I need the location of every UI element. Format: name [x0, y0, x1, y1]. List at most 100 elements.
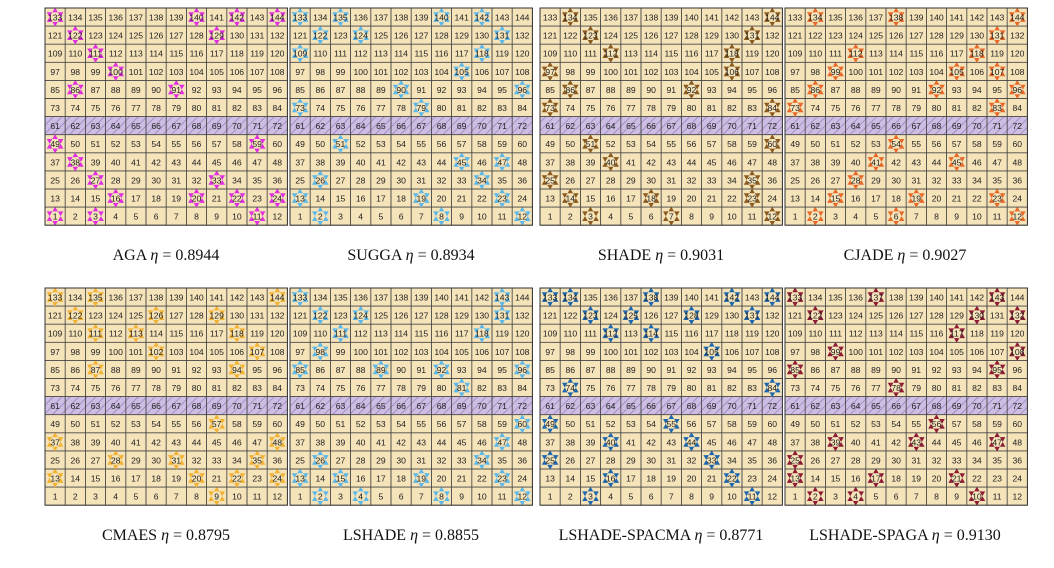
- cell-number: 118: [475, 329, 489, 339]
- cell-number: 62: [316, 121, 326, 131]
- star-marker: [562, 188, 579, 208]
- cell-number: 37: [545, 437, 555, 447]
- star-marker: [514, 414, 531, 434]
- cell-number: 58: [972, 419, 982, 429]
- cell-number: 82: [972, 103, 982, 113]
- cell-number: 113: [624, 49, 638, 59]
- cell-number: 108: [1010, 347, 1025, 357]
- cell-number: 56: [192, 419, 202, 429]
- cell-number: 37: [50, 437, 60, 447]
- cell-number: 105: [705, 347, 720, 357]
- cell-number: 142: [725, 292, 740, 302]
- cell-number: 7: [174, 212, 179, 222]
- cell-number: 115: [169, 329, 183, 339]
- cell-number: 58: [232, 419, 242, 429]
- star-marker: [413, 188, 430, 208]
- grid-frame: [44, 287, 288, 506]
- cell-number: 46: [972, 437, 982, 447]
- star-marker: [786, 359, 804, 380]
- cell-number: 99: [336, 347, 346, 357]
- cell-number: 89: [626, 85, 636, 95]
- cell-number: 104: [434, 347, 449, 357]
- cell-number: 73: [295, 103, 305, 113]
- star-marker: [562, 377, 579, 398]
- cell-number: 127: [909, 31, 924, 41]
- cell-number: 128: [929, 311, 944, 321]
- star-marker: [87, 206, 104, 226]
- star-marker: [642, 188, 660, 208]
- cell-number: 74: [71, 383, 81, 393]
- cell-number: 21: [212, 473, 222, 483]
- cell-number: 109: [48, 49, 63, 59]
- cell-number: 52: [111, 139, 121, 149]
- cell-number: 16: [111, 193, 121, 203]
- star-marker: [46, 7, 64, 27]
- cell-number: 1: [548, 492, 553, 502]
- cell-number: 43: [912, 437, 922, 447]
- cell-number: 5: [379, 212, 384, 222]
- cell-number: 12: [273, 212, 283, 222]
- cell-number: 99: [91, 347, 101, 357]
- cell-number: 124: [109, 31, 124, 41]
- cell-number: 103: [664, 347, 679, 357]
- cell-number: 95: [252, 365, 262, 375]
- cell-number: 58: [727, 139, 737, 149]
- cell-number: 53: [376, 139, 386, 149]
- star-marker: [1009, 341, 1026, 361]
- star-marker: [786, 450, 804, 470]
- cell-number: 30: [396, 455, 406, 465]
- cell-number: 63: [831, 401, 841, 411]
- cell-number: 112: [354, 329, 368, 339]
- cell-number: 87: [831, 85, 841, 95]
- cell-number: 57: [952, 139, 962, 149]
- cell-number: 3: [93, 212, 98, 222]
- cell-number: 110: [808, 329, 822, 339]
- cell-number: 140: [434, 292, 449, 302]
- star-marker: [764, 7, 781, 27]
- star-marker: [968, 43, 986, 63]
- cell-number: 123: [583, 31, 598, 41]
- cell-number: 26: [566, 455, 576, 465]
- cell-number: 46: [477, 157, 487, 167]
- cell-number: 84: [768, 383, 778, 393]
- cell-number: 12: [518, 492, 528, 502]
- cell-number: 110: [313, 49, 327, 59]
- cell-number: 72: [273, 121, 283, 131]
- cell-number: 121: [788, 31, 803, 41]
- cell-number: 1: [548, 212, 553, 222]
- cell-number: 53: [376, 419, 386, 429]
- caption-algorithm: LSHADE: [342, 527, 407, 544]
- cell-number: 13: [545, 473, 555, 483]
- cell-number: 92: [192, 365, 202, 375]
- star-marker: [948, 323, 965, 343]
- cell-number: 101: [624, 347, 639, 357]
- cell-number: 131: [745, 311, 760, 321]
- grid-frame: [784, 287, 1028, 506]
- cell-number: 107: [495, 347, 510, 357]
- cell-number: 87: [586, 85, 596, 95]
- cell-number: 20: [932, 473, 942, 483]
- star-marker: [622, 305, 640, 325]
- cell-number: 144: [515, 292, 530, 302]
- cell-number: 48: [273, 437, 283, 447]
- cell-number: 17: [626, 193, 636, 203]
- star-marker: [743, 170, 761, 190]
- cell-number: 69: [707, 401, 717, 411]
- cell-number: 132: [515, 31, 530, 41]
- cell-number: 14: [566, 193, 576, 203]
- cell-number: 107: [250, 67, 265, 77]
- cell-number: 63: [91, 121, 101, 131]
- star-marker: [988, 432, 1006, 452]
- cell-number: 65: [871, 401, 881, 411]
- cell-number: 90: [646, 365, 656, 375]
- cell-number: 27: [831, 455, 841, 465]
- star-marker: [743, 25, 761, 45]
- star-marker: [228, 468, 246, 488]
- star-marker: [291, 98, 309, 118]
- grid-frame: [539, 287, 783, 506]
- cell-number: 26: [71, 455, 81, 465]
- cell-number: 25: [295, 455, 305, 465]
- cell-number: 136: [354, 292, 369, 302]
- cell-number: 90: [151, 365, 161, 375]
